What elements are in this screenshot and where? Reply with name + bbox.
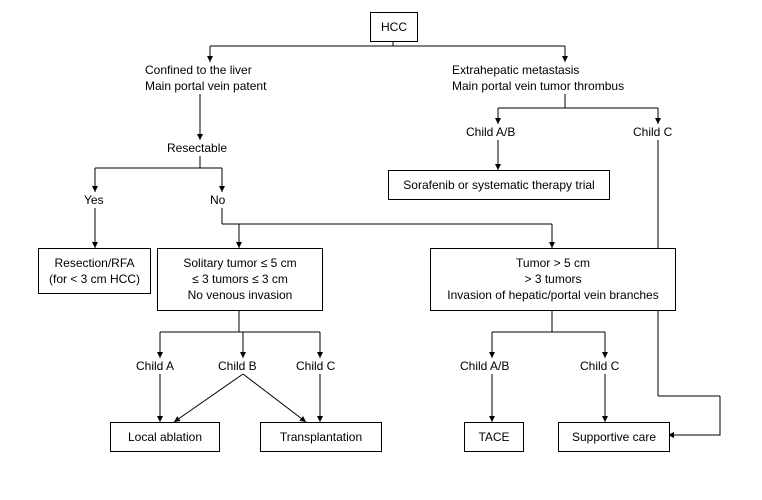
node-childc_bot: Child C <box>580 358 630 374</box>
node-resection: Resection/RFA (for < 3 cm HCC) <box>38 248 151 294</box>
node-childc_top: Child C <box>633 124 683 140</box>
node-childa: Child A <box>136 358 186 374</box>
node-resectable: Resectable <box>167 140 237 156</box>
node-no: No <box>210 192 234 208</box>
node-supportive: Supportive care <box>558 422 670 452</box>
node-childab_bot: Child A/B <box>460 358 524 374</box>
node-localablation: Local ablation <box>110 422 220 452</box>
node-extrahep: Extrahepatic metastasis Main portal vein… <box>452 62 682 94</box>
node-smalltumor: Solitary tumor ≤ 5 cm ≤ 3 tumors ≤ 3 cm … <box>157 248 323 311</box>
edge-25 <box>174 374 243 422</box>
edge-35 <box>668 396 720 435</box>
node-childc: Child C <box>296 358 346 374</box>
node-yes: Yes <box>84 192 112 208</box>
node-childab_top: Child A/B <box>466 124 530 140</box>
node-confined: Confined to the liver Main portal vein p… <box>145 62 325 94</box>
node-sorafenib: Sorafenib or systematic therapy trial <box>388 170 610 200</box>
node-hcc: HCC <box>370 12 418 42</box>
edge-26 <box>243 374 306 422</box>
node-tace: TACE <box>464 422 524 452</box>
node-largetumor: Tumor > 5 cm > 3 tumors Invasion of hepa… <box>430 248 676 311</box>
node-childb: Child B <box>218 358 268 374</box>
node-transplant: Transplantation <box>260 422 382 452</box>
